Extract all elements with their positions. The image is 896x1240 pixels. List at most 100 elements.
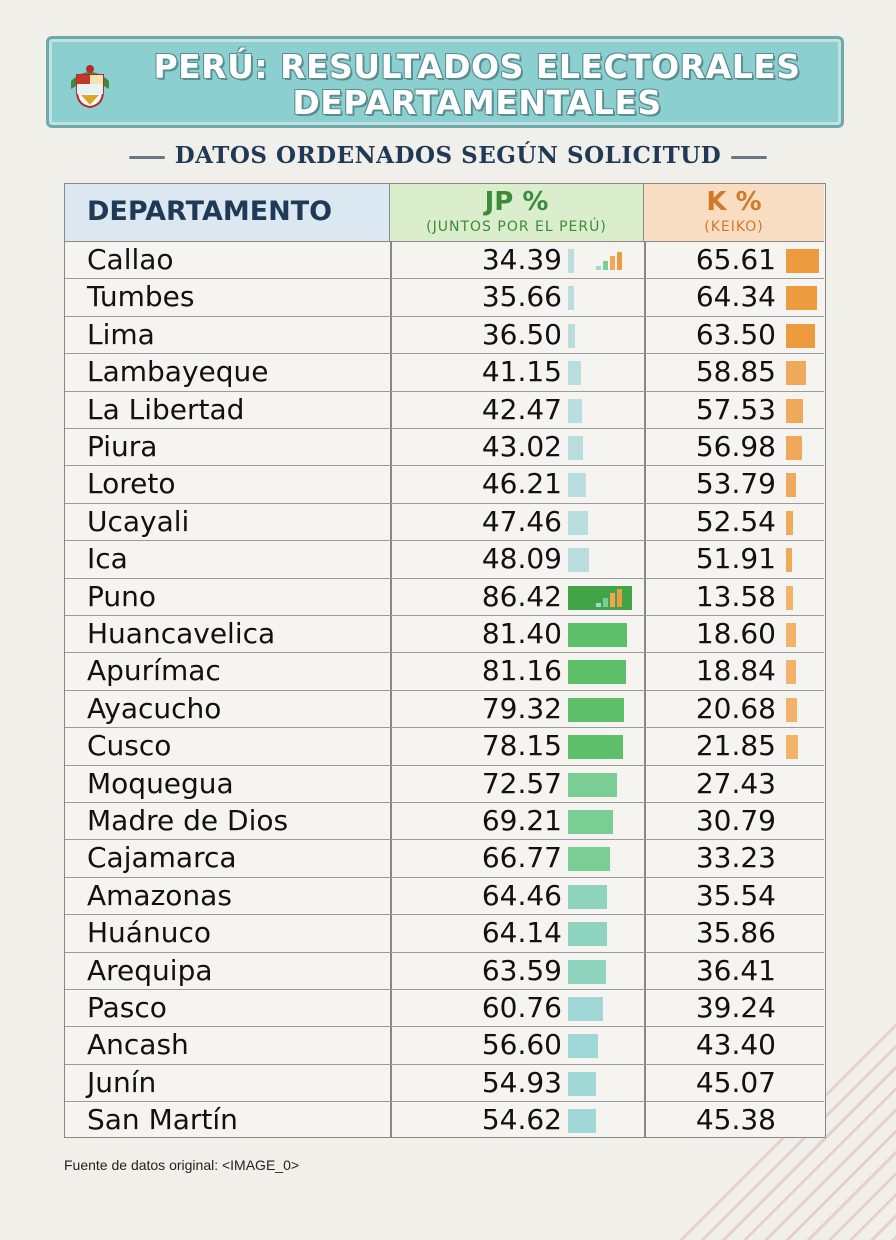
jp-value: 43.02: [481, 430, 562, 463]
source-footnote: Fuente de datos original: <IMAGE_0>: [64, 1157, 300, 1173]
jp-bar: [568, 1109, 597, 1134]
table-row: Huánuco 64.14 35.86: [65, 915, 824, 953]
table-row: Ucayali 47.46 52.54: [65, 504, 824, 542]
table-row: Lambayeque 41.15 58.85: [65, 354, 824, 392]
jp-value: 66.77: [481, 841, 562, 875]
departamento-cell: Huancavelica: [87, 617, 276, 650]
table-row: Ayacucho 79.32 20.68: [65, 691, 824, 729]
k-bar: [786, 697, 798, 722]
jp-value: 64.46: [481, 878, 562, 912]
jp-bar: [568, 884, 608, 909]
k-value: 45.38: [695, 1103, 776, 1137]
departamento-cell: Lima: [87, 317, 155, 351]
title-banner: PERÚ: RESULTADOS ELECTORALES DEPARTAMENT…: [46, 36, 844, 128]
jp-value: 46.21: [481, 467, 562, 501]
jp-bar: [568, 548, 589, 573]
subtitle: DATOS ORDENADOS SEGÚN SOLICITUD: [0, 142, 896, 169]
k-value: 63.50: [695, 317, 776, 351]
k-value: 65.61: [695, 243, 776, 276]
header-jp: JP % (JUNTOS POR EL PERÚ): [390, 184, 644, 242]
subtitle-text: DATOS ORDENADOS SEGÚN SOLICITUD: [174, 142, 722, 169]
jp-value: 41.15: [481, 355, 562, 389]
k-value: 33.23: [695, 841, 776, 875]
jp-bar: [568, 473, 587, 498]
jp-value: 35.66: [481, 280, 562, 314]
jp-bar: [568, 959, 607, 984]
departamento-cell: Ica: [87, 542, 128, 576]
k-value: 20.68: [695, 691, 776, 725]
jp-bar: [568, 660, 627, 685]
k-value: 43.40: [695, 1028, 776, 1062]
jp-bar: [568, 286, 575, 311]
bar-chart-icon-bar: [610, 592, 615, 607]
departamento-cell: Madre de Dios: [87, 804, 289, 837]
k-value: 45.07: [695, 1065, 776, 1099]
header-jp-label: JP %: [484, 187, 549, 217]
jp-value: 54.93: [481, 1065, 562, 1099]
table-row: Arequipa 63.59 36.41: [65, 953, 824, 990]
jp-bar: [568, 847, 610, 872]
k-value: 18.60: [695, 617, 776, 650]
k-bar: [786, 398, 804, 423]
k-bar: [786, 361, 806, 386]
jp-bar: [568, 361, 581, 386]
table-row: Callao 34.39 65.61: [65, 242, 824, 280]
k-value: 53.79: [695, 467, 776, 501]
k-bar: [786, 548, 792, 573]
departamento-cell: Cajamarca: [87, 841, 237, 875]
departamento-cell: Puno: [87, 579, 157, 613]
table-row: Lima 36.50 63.50: [65, 317, 824, 355]
subtitle-dash-left: [128, 155, 165, 159]
table-row: Puno 86.42 13.58: [65, 579, 824, 616]
jp-value: 60.76: [481, 991, 562, 1024]
table-row: Loreto 46.21 53.79: [65, 466, 824, 504]
k-bar: [786, 510, 794, 535]
k-value: 21.85: [695, 729, 776, 763]
jp-bar: [568, 810, 613, 834]
jp-value: 72.57: [481, 766, 562, 800]
departamento-cell: Callao: [87, 243, 174, 276]
k-value: 64.34: [695, 280, 776, 314]
k-value: 39.24: [695, 991, 776, 1024]
table-row: Moquegua 72.57 27.43: [65, 766, 824, 803]
departamento-cell: San Martín: [87, 1103, 238, 1137]
jp-bar: [568, 735, 623, 760]
departamento-cell: Junín: [87, 1065, 157, 1099]
jp-value: 79.32: [481, 691, 562, 725]
jp-bar: [568, 249, 574, 273]
k-value: 35.54: [695, 878, 776, 912]
bar-chart-icon: [596, 588, 626, 607]
departamento-cell: Ayacucho: [87, 691, 222, 725]
jp-bar: [568, 697, 625, 722]
jp-bar: [568, 510, 588, 535]
jp-value: 36.50: [481, 317, 562, 351]
k-bar: [786, 735, 799, 760]
k-bar: [786, 473, 796, 498]
table-row: Tumbes 35.66 64.34: [65, 279, 824, 317]
table-row: La Libertad 42.47 57.53: [65, 392, 824, 429]
table-row: Junín 54.93 45.07: [65, 1065, 824, 1103]
departamento-cell: Pasco: [87, 991, 167, 1024]
table-row: Madre de Dios 69.21 30.79: [65, 803, 824, 841]
k-value: 36.41: [695, 953, 776, 987]
bar-chart-icon-bar: [617, 588, 622, 607]
k-value: 30.79: [695, 804, 776, 837]
jp-value: 78.15: [481, 729, 562, 763]
k-bar: [786, 623, 797, 647]
table-row: Piura 43.02 56.98: [65, 429, 824, 467]
k-value: 52.54: [695, 504, 776, 538]
jp-bar: [568, 323, 576, 348]
table-row: Ica 48.09 51.91: [65, 541, 824, 579]
jp-value: 81.16: [481, 654, 562, 688]
departamento-cell: Huánuco: [87, 916, 211, 950]
bar-chart-icon-bar: [596, 266, 601, 270]
bar-chart-icon-bar: [603, 261, 608, 270]
jp-value: 64.14: [481, 916, 562, 950]
table-row: Huancavelica 81.40 18.60: [65, 616, 824, 654]
bar-chart-icon-bar: [596, 602, 601, 607]
departamento-cell: Ancash: [87, 1028, 189, 1062]
table-row: Pasco 60.76 39.24: [65, 990, 824, 1028]
jp-value: 47.46: [481, 504, 562, 538]
column-divider: [390, 242, 392, 1137]
jp-value: 48.09: [481, 542, 562, 576]
